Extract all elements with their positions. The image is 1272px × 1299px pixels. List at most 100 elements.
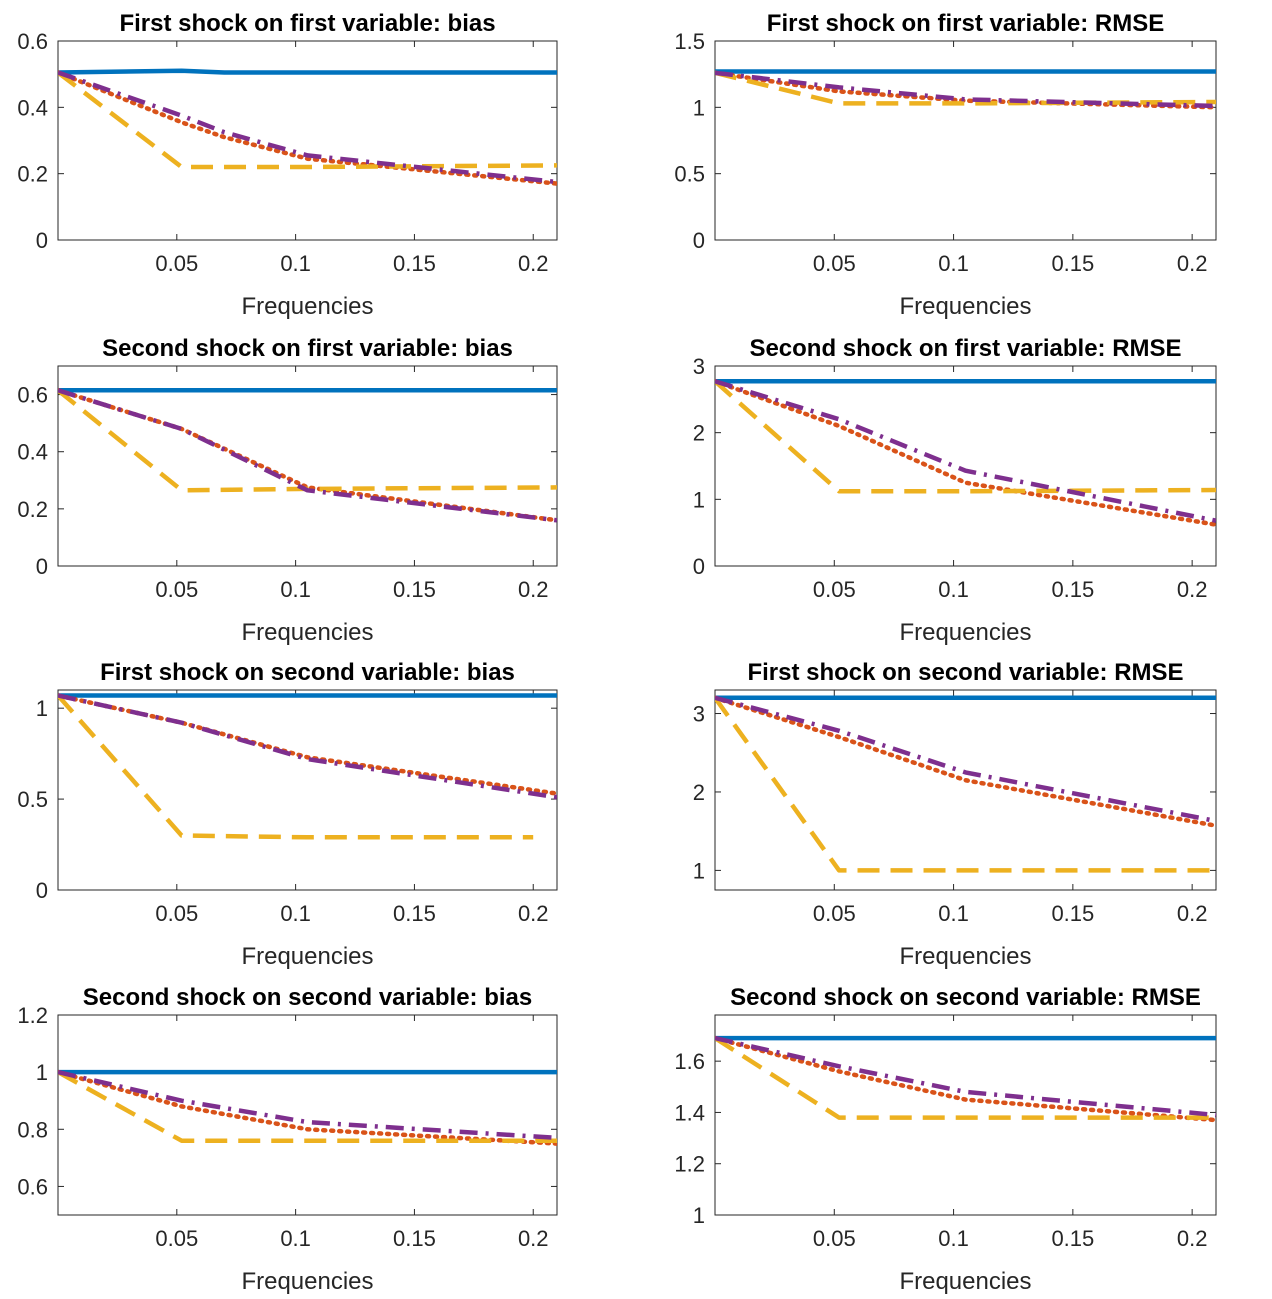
- x-tick-label: 0.15: [1051, 577, 1094, 602]
- series-line-solid: [58, 68, 557, 75]
- subplot-5: 0.05 0.1 0.15 0.2 0 0.5 1 First shock on second…: [17, 659, 558, 970]
- x-tick-label: 0.05: [813, 251, 856, 276]
- x-tick-label: 0.1: [938, 1226, 969, 1251]
- x-tick-label: 0.2: [518, 901, 549, 926]
- plot-frame: [57, 1014, 558, 1216]
- y-tick-label: 1.6: [674, 1049, 705, 1074]
- subplot-title: First shock on first variable: RMSE: [767, 10, 1164, 37]
- x-tick-label: 0.2: [518, 251, 549, 276]
- y-tick-label: 3: [693, 354, 705, 379]
- x-tick-label: 0.1: [938, 901, 969, 926]
- y-tick-label: 0.6: [17, 1174, 48, 1199]
- series-line-dashdot: [715, 695, 1216, 824]
- x-tick-label: 0.2: [1177, 901, 1208, 926]
- subplot-8: 0.05 0.1 0.15 0.2 1 1.2 1.4 1.6 Second shock on …: [674, 984, 1217, 1295]
- x-axis-label: Frequencies: [241, 619, 373, 646]
- series-line-dashed: [715, 1036, 1216, 1120]
- y-tick-label: 2: [693, 780, 705, 805]
- y-tick-label: 1: [36, 696, 48, 721]
- x-tick-label: 0.05: [813, 577, 856, 602]
- subplot-title: Second shock on first variable: bias: [102, 335, 513, 362]
- x-tick-label: 0.05: [155, 1226, 198, 1251]
- y-tick-label: 1: [693, 1203, 705, 1228]
- y-tick-label: 0: [693, 228, 705, 253]
- x-axis-label: Frequencies: [241, 1268, 373, 1295]
- series-group: [715, 69, 1216, 110]
- series-line-dashdot: [58, 388, 557, 523]
- x-tick-label: 0.15: [1051, 251, 1094, 276]
- plot-frame: [714, 40, 1217, 241]
- x-tick-label: 0.15: [393, 901, 436, 926]
- x-tick-label: 0.15: [393, 577, 436, 602]
- x-tick-label: 0.2: [1177, 251, 1208, 276]
- series-group: [58, 693, 557, 840]
- x-axis-label: Frequencies: [899, 943, 1031, 970]
- subplot-2: 0.05 0.1 0.15 0.2 0 0.5 1 1.5 First shock on fir…: [674, 10, 1217, 320]
- y-tick-label: 1.4: [674, 1100, 705, 1125]
- x-tick-label: 0.15: [393, 1226, 436, 1251]
- plot-frame: [57, 689, 558, 891]
- series-line-dashed: [58, 694, 534, 840]
- x-tick-label: 0.1: [280, 251, 311, 276]
- plot-frame: [57, 365, 558, 567]
- x-tick-label: 0.05: [155, 901, 198, 926]
- x-axis-label: Frequencies: [899, 293, 1031, 320]
- y-tick-label: 3: [693, 702, 705, 727]
- series-line-dashdot: [715, 379, 1216, 523]
- x-axis-label: Frequencies: [241, 943, 373, 970]
- subplot-7: 0.05 0.1 0.15 0.2 0.6 0.8 1 1.2 Second shock on …: [17, 984, 558, 1295]
- y-tick-label: 0.6: [17, 29, 48, 54]
- y-tick-label: 0: [36, 228, 48, 253]
- y-tick-label: 1.2: [674, 1152, 705, 1177]
- x-axis-label: Frequencies: [899, 1268, 1031, 1295]
- y-tick-label: 1.2: [17, 1003, 48, 1028]
- x-tick-label: 0.1: [280, 901, 311, 926]
- series-line-dashed: [715, 379, 1216, 494]
- series-group: [58, 68, 557, 186]
- series-group: [58, 388, 557, 523]
- y-tick-label: 0: [36, 554, 48, 579]
- x-tick-label: 0.2: [1177, 1226, 1208, 1251]
- series-line-dashed: [715, 696, 1216, 873]
- series-group: [715, 695, 1216, 873]
- y-tick-label: 0.4: [17, 95, 48, 120]
- x-tick-label: 0.1: [280, 1226, 311, 1251]
- series-line-dashdot: [58, 1069, 557, 1141]
- subplot-title: Second shock on first variable: RMSE: [749, 335, 1181, 362]
- x-tick-label: 0.05: [813, 901, 856, 926]
- subplot-title: First shock on second variable: RMSE: [747, 659, 1183, 686]
- series-group: [58, 1069, 557, 1146]
- y-tick-label: 0: [693, 554, 705, 579]
- y-tick-label: 0: [36, 878, 48, 903]
- subplot-title: Second shock on second variable: bias: [83, 984, 532, 1011]
- subplot-title: First shock on first variable: bias: [119, 10, 495, 37]
- x-tick-label: 0.2: [1177, 577, 1208, 602]
- x-axis-label: Frequencies: [899, 619, 1031, 646]
- series-line-dashdot: [715, 1035, 1216, 1118]
- y-tick-label: 0.5: [674, 162, 705, 187]
- y-tick-label: 2: [693, 421, 705, 446]
- series-line-dashed: [58, 1070, 557, 1143]
- subplot-3: 0.05 0.1 0.15 0.2 0 0.2 0.4 0.6 Second shock on …: [17, 335, 558, 646]
- series-line-dotted: [58, 1069, 557, 1146]
- subplot-title: First shock on second variable: bias: [100, 659, 515, 686]
- y-tick-label: 1: [36, 1060, 48, 1085]
- x-tick-label: 0.1: [938, 251, 969, 276]
- y-tick-label: 0.2: [17, 497, 48, 522]
- series-line-dashdot: [58, 693, 557, 800]
- series-line-dotted: [715, 379, 1216, 527]
- series-line-dotted: [715, 695, 1216, 828]
- y-tick-label: 1: [693, 95, 705, 120]
- y-tick-label: 0.6: [17, 383, 48, 408]
- x-tick-label: 0.05: [813, 1226, 856, 1251]
- x-tick-label: 0.15: [1051, 901, 1094, 926]
- y-tick-label: 0.5: [17, 787, 48, 812]
- y-tick-label: 0.2: [17, 162, 48, 187]
- series-line-dashdot: [715, 70, 1216, 109]
- x-tick-label: 0.05: [155, 251, 198, 276]
- x-axis-label: Frequencies: [241, 293, 373, 320]
- x-tick-label: 0.05: [155, 577, 198, 602]
- plot-frame: [714, 365, 1217, 567]
- series-group: [715, 379, 1216, 527]
